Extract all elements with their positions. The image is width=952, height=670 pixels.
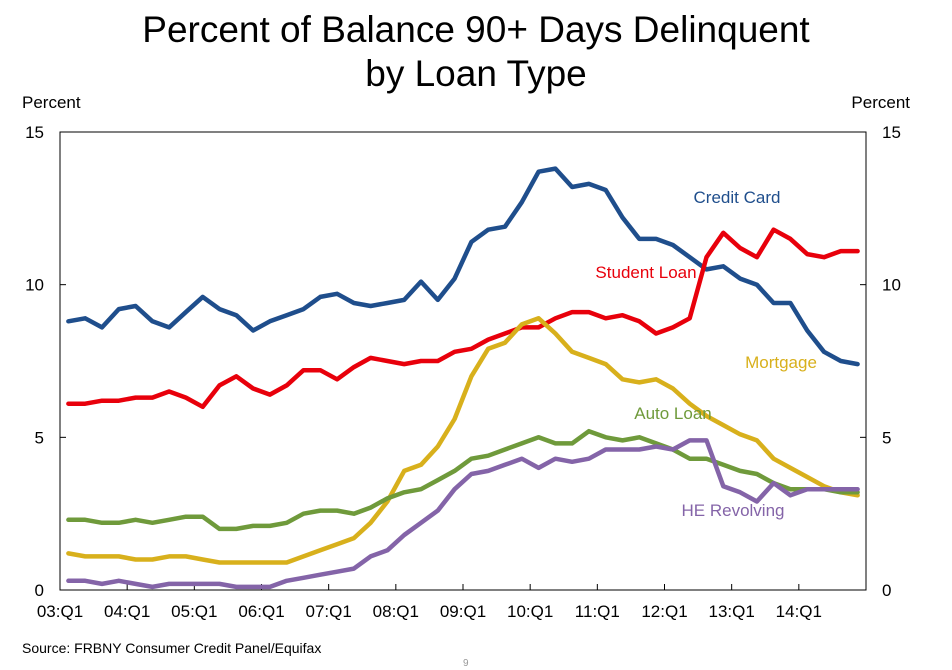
series-labels: Credit Card Student Loan Mortgage Auto Loan… [595,188,816,520]
student-loan-label: Student Loan [595,263,696,282]
y-left-tick-label: 10 [25,276,44,295]
chart-title-line1: Percent of Balance 90+ Days Delinquent [142,9,810,50]
he-revolving-line [66,438,860,590]
credit-card-label: Credit Card [694,188,781,207]
y-axis-left: 0 5 10 15 [25,123,66,600]
x-tick-label: 03:Q1 [37,602,83,621]
y-left-tick-label: 15 [25,123,44,142]
x-tick-label: 12:Q1 [641,602,687,621]
he-revolving-label: HE Revolving [682,501,785,520]
x-tick-label: 13:Q1 [709,602,755,621]
student-loan-line [66,227,860,410]
series-lines [66,166,860,590]
source-note: Source: FRBNY Consumer Credit Panel/Equi… [22,640,322,656]
left-axis-unit: Percent [22,93,81,112]
auto-loan-label: Auto Loan [634,404,712,423]
credit-card-line [66,166,860,367]
y-axis-right: 0 5 10 15 [860,123,901,600]
y-right-tick-label: 5 [882,428,891,447]
x-axis: 03:Q1 04:Q1 05:Q1 06:Q1 07:Q1 08:Q1 09:Q1 10:Q1… [37,584,822,621]
y-right-tick-label: 0 [882,581,891,600]
y-left-tick-label: 0 [35,581,44,600]
y-left-tick-label: 5 [35,428,44,447]
x-tick-label: 04:Q1 [104,602,150,621]
x-tick-label: 10:Q1 [507,602,553,621]
mortgage-label: Mortgage [745,353,817,372]
x-tick-label: 09:Q1 [440,602,486,621]
page-number: 9 [463,658,469,669]
right-axis-unit: Percent [851,93,910,112]
x-tick-label: 14:Q1 [776,602,822,621]
x-tick-label: 05:Q1 [171,602,217,621]
x-tick-label: 11:Q1 [575,602,620,621]
y-right-tick-label: 10 [882,276,901,295]
x-tick-label: 08:Q1 [373,602,419,621]
chart-title-line2: by Loan Type [365,53,587,94]
x-tick-label: 06:Q1 [238,602,284,621]
auto-loan-line [66,428,860,532]
mortgage-line [66,316,860,565]
x-tick-label: 07:Q1 [306,602,352,621]
y-right-tick-label: 15 [882,123,901,142]
